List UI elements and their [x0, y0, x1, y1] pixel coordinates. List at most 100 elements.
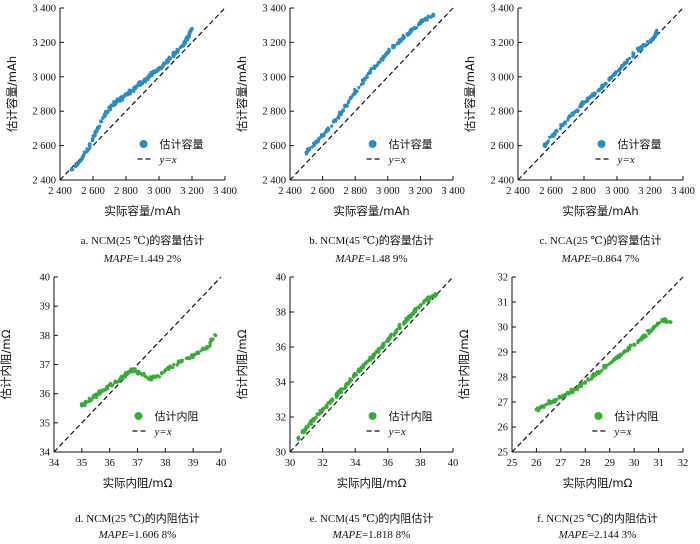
data-point — [164, 368, 168, 372]
legend-marker — [134, 412, 143, 420]
data-point — [631, 53, 635, 57]
y-tick-label: 30 — [498, 323, 509, 334]
data-point — [324, 129, 328, 133]
data-point — [131, 367, 135, 371]
data-point — [297, 436, 301, 440]
data-point — [387, 49, 391, 53]
data-point — [554, 398, 559, 402]
data-point — [423, 298, 427, 302]
data-point — [347, 99, 351, 103]
data-point — [546, 401, 551, 405]
data-point — [341, 109, 345, 113]
x-tick-label: 2 600 — [81, 186, 105, 197]
y-tick-label: 38 — [40, 331, 51, 342]
x-axis-label: 实际容量/mAh — [333, 204, 409, 218]
data-point — [419, 21, 423, 26]
data-point — [184, 356, 188, 360]
data-point — [314, 415, 318, 420]
x-tick-label: 3 000 — [605, 186, 629, 197]
data-point — [397, 40, 401, 44]
x-tick-label: 32 — [678, 458, 689, 469]
y-tick-label: 2 600 — [32, 141, 56, 152]
x-tick-label: 36 — [104, 458, 115, 469]
data-point — [414, 306, 418, 311]
data-point — [318, 411, 322, 415]
data-point — [133, 369, 137, 373]
y-tick-label: 2 800 — [490, 107, 514, 118]
data-point — [106, 110, 110, 115]
data-point — [337, 111, 342, 116]
data-point — [306, 425, 310, 429]
data-point — [583, 100, 588, 104]
reference-line-y-equals-x — [511, 276, 684, 453]
panel-caption: f. NCN(25 ℃)的内阻估计 — [537, 511, 658, 525]
legend-marker — [139, 140, 148, 148]
x-tick-label: 2 800 — [343, 186, 367, 197]
panel-caption: a. NCM(25 ℃)的容量估计 — [81, 233, 205, 247]
data-point — [171, 54, 175, 58]
data-point — [86, 400, 90, 404]
x-tick-label: 34 — [350, 458, 361, 469]
x-tick-label: 29 — [604, 458, 615, 469]
data-point — [106, 385, 110, 389]
x-tick-label: 25 — [507, 458, 518, 469]
data-point — [557, 396, 561, 400]
data-point — [97, 389, 101, 393]
mape-text: MAPE=1.48 9% — [334, 253, 407, 265]
y-tick-label: 25 — [498, 448, 509, 459]
y-tick-label: 2 800 — [262, 107, 286, 118]
data-point — [578, 105, 582, 109]
mape-value: =0.864 7% — [591, 253, 639, 265]
data-point — [625, 58, 629, 62]
data-point — [543, 145, 547, 149]
data-point — [88, 143, 92, 147]
data-point — [123, 373, 127, 377]
x-tick-label: 30 — [285, 458, 296, 469]
x-tick-label: 3 000 — [147, 186, 171, 197]
legend-label-points: 估计容量 — [160, 137, 204, 151]
x-tick-label: 38 — [415, 458, 426, 469]
data-point — [377, 350, 381, 354]
data-point — [663, 317, 667, 321]
x-tick-label: 2 600 — [539, 186, 563, 197]
data-point — [354, 372, 358, 376]
data-point — [97, 392, 102, 396]
data-point — [656, 322, 660, 326]
panel-e: 30 32 34 36 38 40 30 32 34 36 38 40 估计内阻 y=x 实际内阻/mΩ 估计… — [235, 273, 458, 542]
x-tick-label: 2 400 — [48, 186, 72, 197]
x-tick-label: 2 400 — [278, 186, 302, 197]
x-axis-label: 实际容量/mAh — [562, 204, 638, 218]
data-point — [553, 132, 557, 136]
data-point — [604, 364, 608, 368]
data-point — [550, 400, 554, 405]
data-point — [91, 134, 95, 138]
data-point — [213, 333, 218, 338]
data-point — [576, 109, 580, 113]
legend-label-line: y=x — [159, 154, 177, 166]
y-axis-label: 估计内阻/mΩ — [0, 329, 13, 399]
data-point — [410, 29, 414, 33]
data-point — [156, 68, 160, 73]
data-point — [190, 26, 194, 31]
y-tick-label: 36 — [276, 343, 287, 354]
x-tick-label: 2 800 — [572, 186, 596, 197]
panel-a: 2 400 2 600 2 800 3 000 3 200 3 400 2 400 2 600… — [5, 4, 237, 266]
data-point — [330, 398, 334, 402]
data-point — [310, 145, 314, 149]
data-point — [636, 340, 640, 345]
data-point — [182, 42, 186, 46]
data-point — [109, 105, 113, 109]
data-point — [636, 49, 641, 53]
data-point — [149, 73, 153, 77]
data-point — [398, 326, 402, 331]
panel-c: 2 400 2 600 2 800 3 000 3 200 3 400 2 400 2 600… — [463, 4, 695, 266]
data-point — [380, 345, 384, 349]
data-point — [210, 338, 214, 342]
x-tick-label: 35 — [77, 458, 88, 469]
data-point — [159, 371, 164, 375]
y-tick-label: 29 — [498, 348, 509, 359]
x-tick-label: 3 200 — [638, 186, 662, 197]
data-point — [392, 44, 397, 48]
data-point — [315, 413, 319, 417]
data-point — [554, 128, 559, 132]
